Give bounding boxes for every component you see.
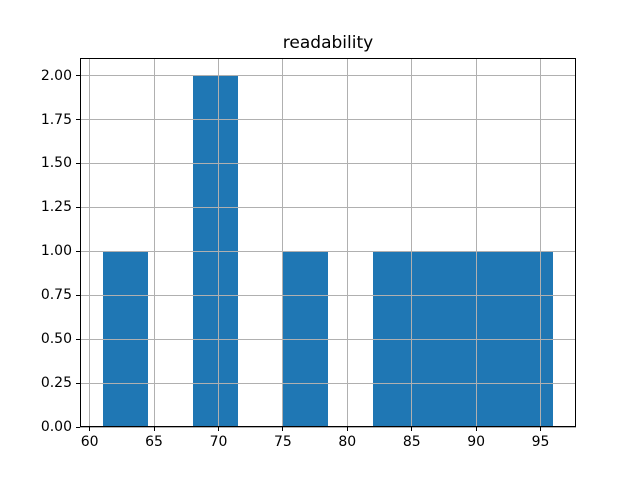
x-tick-mark xyxy=(282,427,284,431)
x-tick-mark xyxy=(346,427,348,431)
gridline-vertical xyxy=(475,58,477,427)
y-tick-mark xyxy=(76,250,80,252)
x-tick-label: 65 xyxy=(145,434,163,450)
y-tick-mark xyxy=(76,338,80,340)
gridline-horizontal xyxy=(80,206,576,208)
y-tick-mark xyxy=(76,206,80,208)
y-tick-label: 0.75 xyxy=(40,287,72,304)
y-tick-mark xyxy=(76,426,80,428)
y-tick-label: 0.00 xyxy=(40,419,72,435)
y-tick-mark xyxy=(76,294,80,296)
y-tick-mark xyxy=(76,119,80,120)
x-tick-mark xyxy=(153,427,155,431)
x-tick-label: 60 xyxy=(80,434,99,450)
gridline-vertical xyxy=(540,58,542,427)
gridline-horizontal xyxy=(80,75,576,77)
x-tick-label: 70 xyxy=(209,434,228,450)
gridline-vertical xyxy=(89,58,91,427)
y-tick-label: 1.00 xyxy=(40,243,72,260)
x-tick-mark xyxy=(411,427,413,431)
x-tick-mark xyxy=(217,427,219,431)
ticks-layer: 60 65 70 75 80 85 90 95 0.00 0.25 0.50 0.75 1.00 1.25… xyxy=(41,58,576,450)
y-tick-label: 1.50 xyxy=(40,155,72,172)
x-tick-mark xyxy=(89,427,91,431)
x-tick-label: 90 xyxy=(467,434,486,450)
y-tick-mark xyxy=(76,162,80,164)
gridline-vertical xyxy=(411,58,413,427)
gridline-horizontal xyxy=(80,250,576,252)
gridline-horizontal xyxy=(80,162,576,164)
y-tick-label: 1.75 xyxy=(40,111,72,128)
y-tick-label: 0.50 xyxy=(40,331,72,348)
x-tick-label: 75 xyxy=(273,434,292,450)
y-tick-label: 0.25 xyxy=(40,375,72,392)
gridline-horizontal xyxy=(80,338,576,340)
x-tick-label: 80 xyxy=(338,434,357,450)
x-tick-mark xyxy=(475,427,477,431)
gridline-horizontal xyxy=(80,382,576,384)
gridline-vertical xyxy=(217,58,219,427)
y-tick-label: 1.25 xyxy=(40,199,72,216)
gridline-vertical xyxy=(346,58,348,427)
plot-area: 60 65 70 75 80 85 90 95 0.00 0.25 0.50 0.75 1.00 1.25… xyxy=(41,58,576,450)
y-tick-mark xyxy=(76,75,80,77)
gridline-horizontal xyxy=(80,426,576,428)
gridline-horizontal xyxy=(80,294,576,296)
y-tick-label: 2.00 xyxy=(40,67,72,84)
gridline-horizontal xyxy=(80,119,576,120)
x-tick-label: 85 xyxy=(402,434,421,450)
gridline-vertical xyxy=(282,58,284,427)
x-tick-label: 95 xyxy=(531,434,550,450)
x-tick-mark xyxy=(540,427,542,431)
gridline-vertical xyxy=(153,58,155,427)
y-tick-mark xyxy=(76,382,80,384)
grid-layer xyxy=(80,58,576,428)
chart-title: readability xyxy=(282,33,374,53)
